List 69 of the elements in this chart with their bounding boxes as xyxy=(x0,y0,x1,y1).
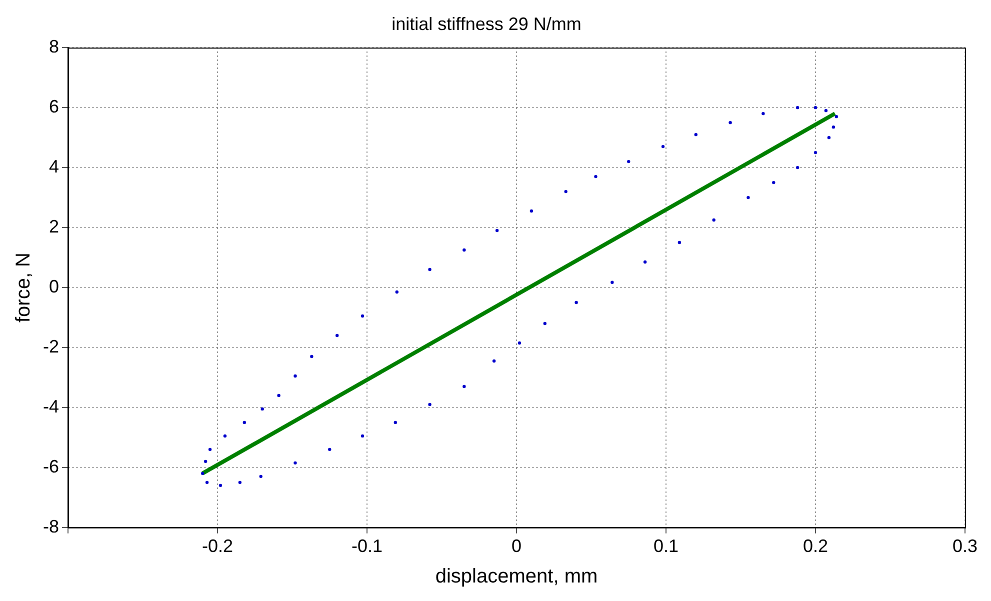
point xyxy=(394,420,398,424)
point xyxy=(294,374,297,378)
point xyxy=(834,114,838,118)
point xyxy=(428,402,432,406)
point xyxy=(796,166,800,170)
x-tick-label: 0.2 xyxy=(802,536,828,556)
point xyxy=(259,474,262,478)
point xyxy=(564,190,568,194)
y-tick-label: -6 xyxy=(42,456,60,476)
point xyxy=(336,334,339,338)
point xyxy=(827,136,831,140)
x-tick-label: 0.3 xyxy=(952,536,978,556)
point xyxy=(360,314,364,318)
y-tick-label: 6 xyxy=(48,96,60,117)
point xyxy=(746,196,750,200)
y-tick-label: 8 xyxy=(48,36,60,57)
y-tick-label: 0 xyxy=(48,276,60,296)
y-tick-label: 2 xyxy=(48,216,60,236)
point xyxy=(832,125,836,129)
point xyxy=(728,120,732,124)
point xyxy=(712,218,716,222)
point xyxy=(223,434,227,438)
x-tick-label: 0.1 xyxy=(653,536,679,556)
point xyxy=(360,434,364,438)
point xyxy=(610,280,614,284)
y-tick-label: -4 xyxy=(42,396,60,416)
y-tick-label: -8 xyxy=(42,516,60,536)
point xyxy=(462,248,466,252)
point xyxy=(492,359,496,363)
point xyxy=(530,209,534,213)
x-tick-label: 0 xyxy=(511,536,522,556)
point xyxy=(814,150,818,154)
point xyxy=(772,180,776,184)
point xyxy=(238,480,242,484)
point xyxy=(328,448,332,452)
point xyxy=(627,160,630,164)
point xyxy=(824,108,828,112)
point xyxy=(310,354,314,358)
point xyxy=(518,341,522,345)
point xyxy=(678,240,682,244)
point xyxy=(762,112,765,116)
point xyxy=(242,420,246,424)
point xyxy=(428,268,432,272)
point xyxy=(594,174,598,178)
x-tick-label: -0.1 xyxy=(351,536,383,556)
y-axis-title: force, N xyxy=(12,252,35,323)
point xyxy=(277,394,280,398)
x-axis-title: displacement, mm xyxy=(435,566,598,588)
point xyxy=(462,384,466,388)
point xyxy=(208,448,212,452)
point xyxy=(205,480,209,484)
point xyxy=(395,290,399,294)
point xyxy=(218,484,222,488)
chart-title: initial stiffness 29 N/mm xyxy=(392,14,582,34)
point xyxy=(543,322,547,326)
y-tick-label: 4 xyxy=(48,156,60,177)
x-tick-label: -0.2 xyxy=(202,536,234,556)
point xyxy=(796,106,800,110)
point xyxy=(643,260,647,264)
y-tick-label: -2 xyxy=(42,336,60,356)
point xyxy=(495,228,499,232)
point xyxy=(694,132,698,136)
point xyxy=(260,407,264,411)
point xyxy=(661,144,665,148)
point xyxy=(294,461,297,465)
point xyxy=(814,106,818,110)
point xyxy=(204,460,208,464)
point xyxy=(574,300,578,304)
point xyxy=(200,472,204,476)
